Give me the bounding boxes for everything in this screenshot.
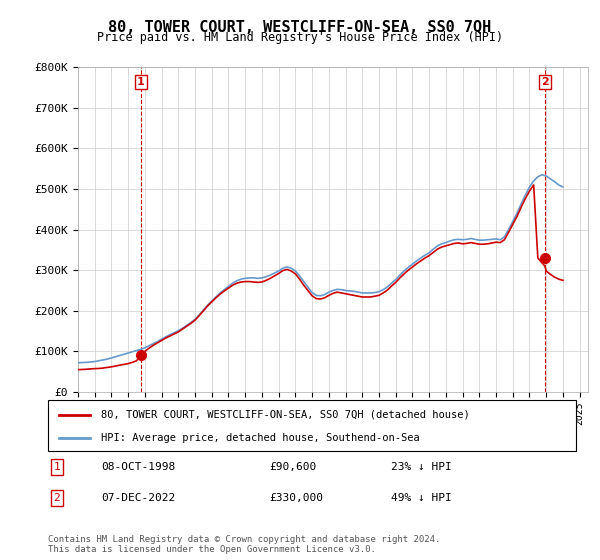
Text: 2: 2 xyxy=(53,493,60,503)
Text: 80, TOWER COURT, WESTCLIFF-ON-SEA, SS0 7QH (detached house): 80, TOWER COURT, WESTCLIFF-ON-SEA, SS0 7… xyxy=(101,409,470,419)
Text: HPI: Average price, detached house, Southend-on-Sea: HPI: Average price, detached house, Sout… xyxy=(101,433,419,443)
Text: Price paid vs. HM Land Registry's House Price Index (HPI): Price paid vs. HM Land Registry's House … xyxy=(97,31,503,44)
FancyBboxPatch shape xyxy=(48,400,576,451)
Text: 08-OCT-1998: 08-OCT-1998 xyxy=(101,462,175,472)
Text: 80, TOWER COURT, WESTCLIFF-ON-SEA, SS0 7QH: 80, TOWER COURT, WESTCLIFF-ON-SEA, SS0 7… xyxy=(109,20,491,35)
Text: £90,600: £90,600 xyxy=(270,462,317,472)
Text: 49% ↓ HPI: 49% ↓ HPI xyxy=(391,493,452,503)
Text: 1: 1 xyxy=(53,462,60,472)
Text: 1: 1 xyxy=(137,77,145,87)
Text: 07-DEC-2022: 07-DEC-2022 xyxy=(101,493,175,503)
Text: 23% ↓ HPI: 23% ↓ HPI xyxy=(391,462,452,472)
Text: Contains HM Land Registry data © Crown copyright and database right 2024.
This d: Contains HM Land Registry data © Crown c… xyxy=(48,535,440,554)
Text: £330,000: £330,000 xyxy=(270,493,324,503)
Text: 2: 2 xyxy=(541,77,549,87)
